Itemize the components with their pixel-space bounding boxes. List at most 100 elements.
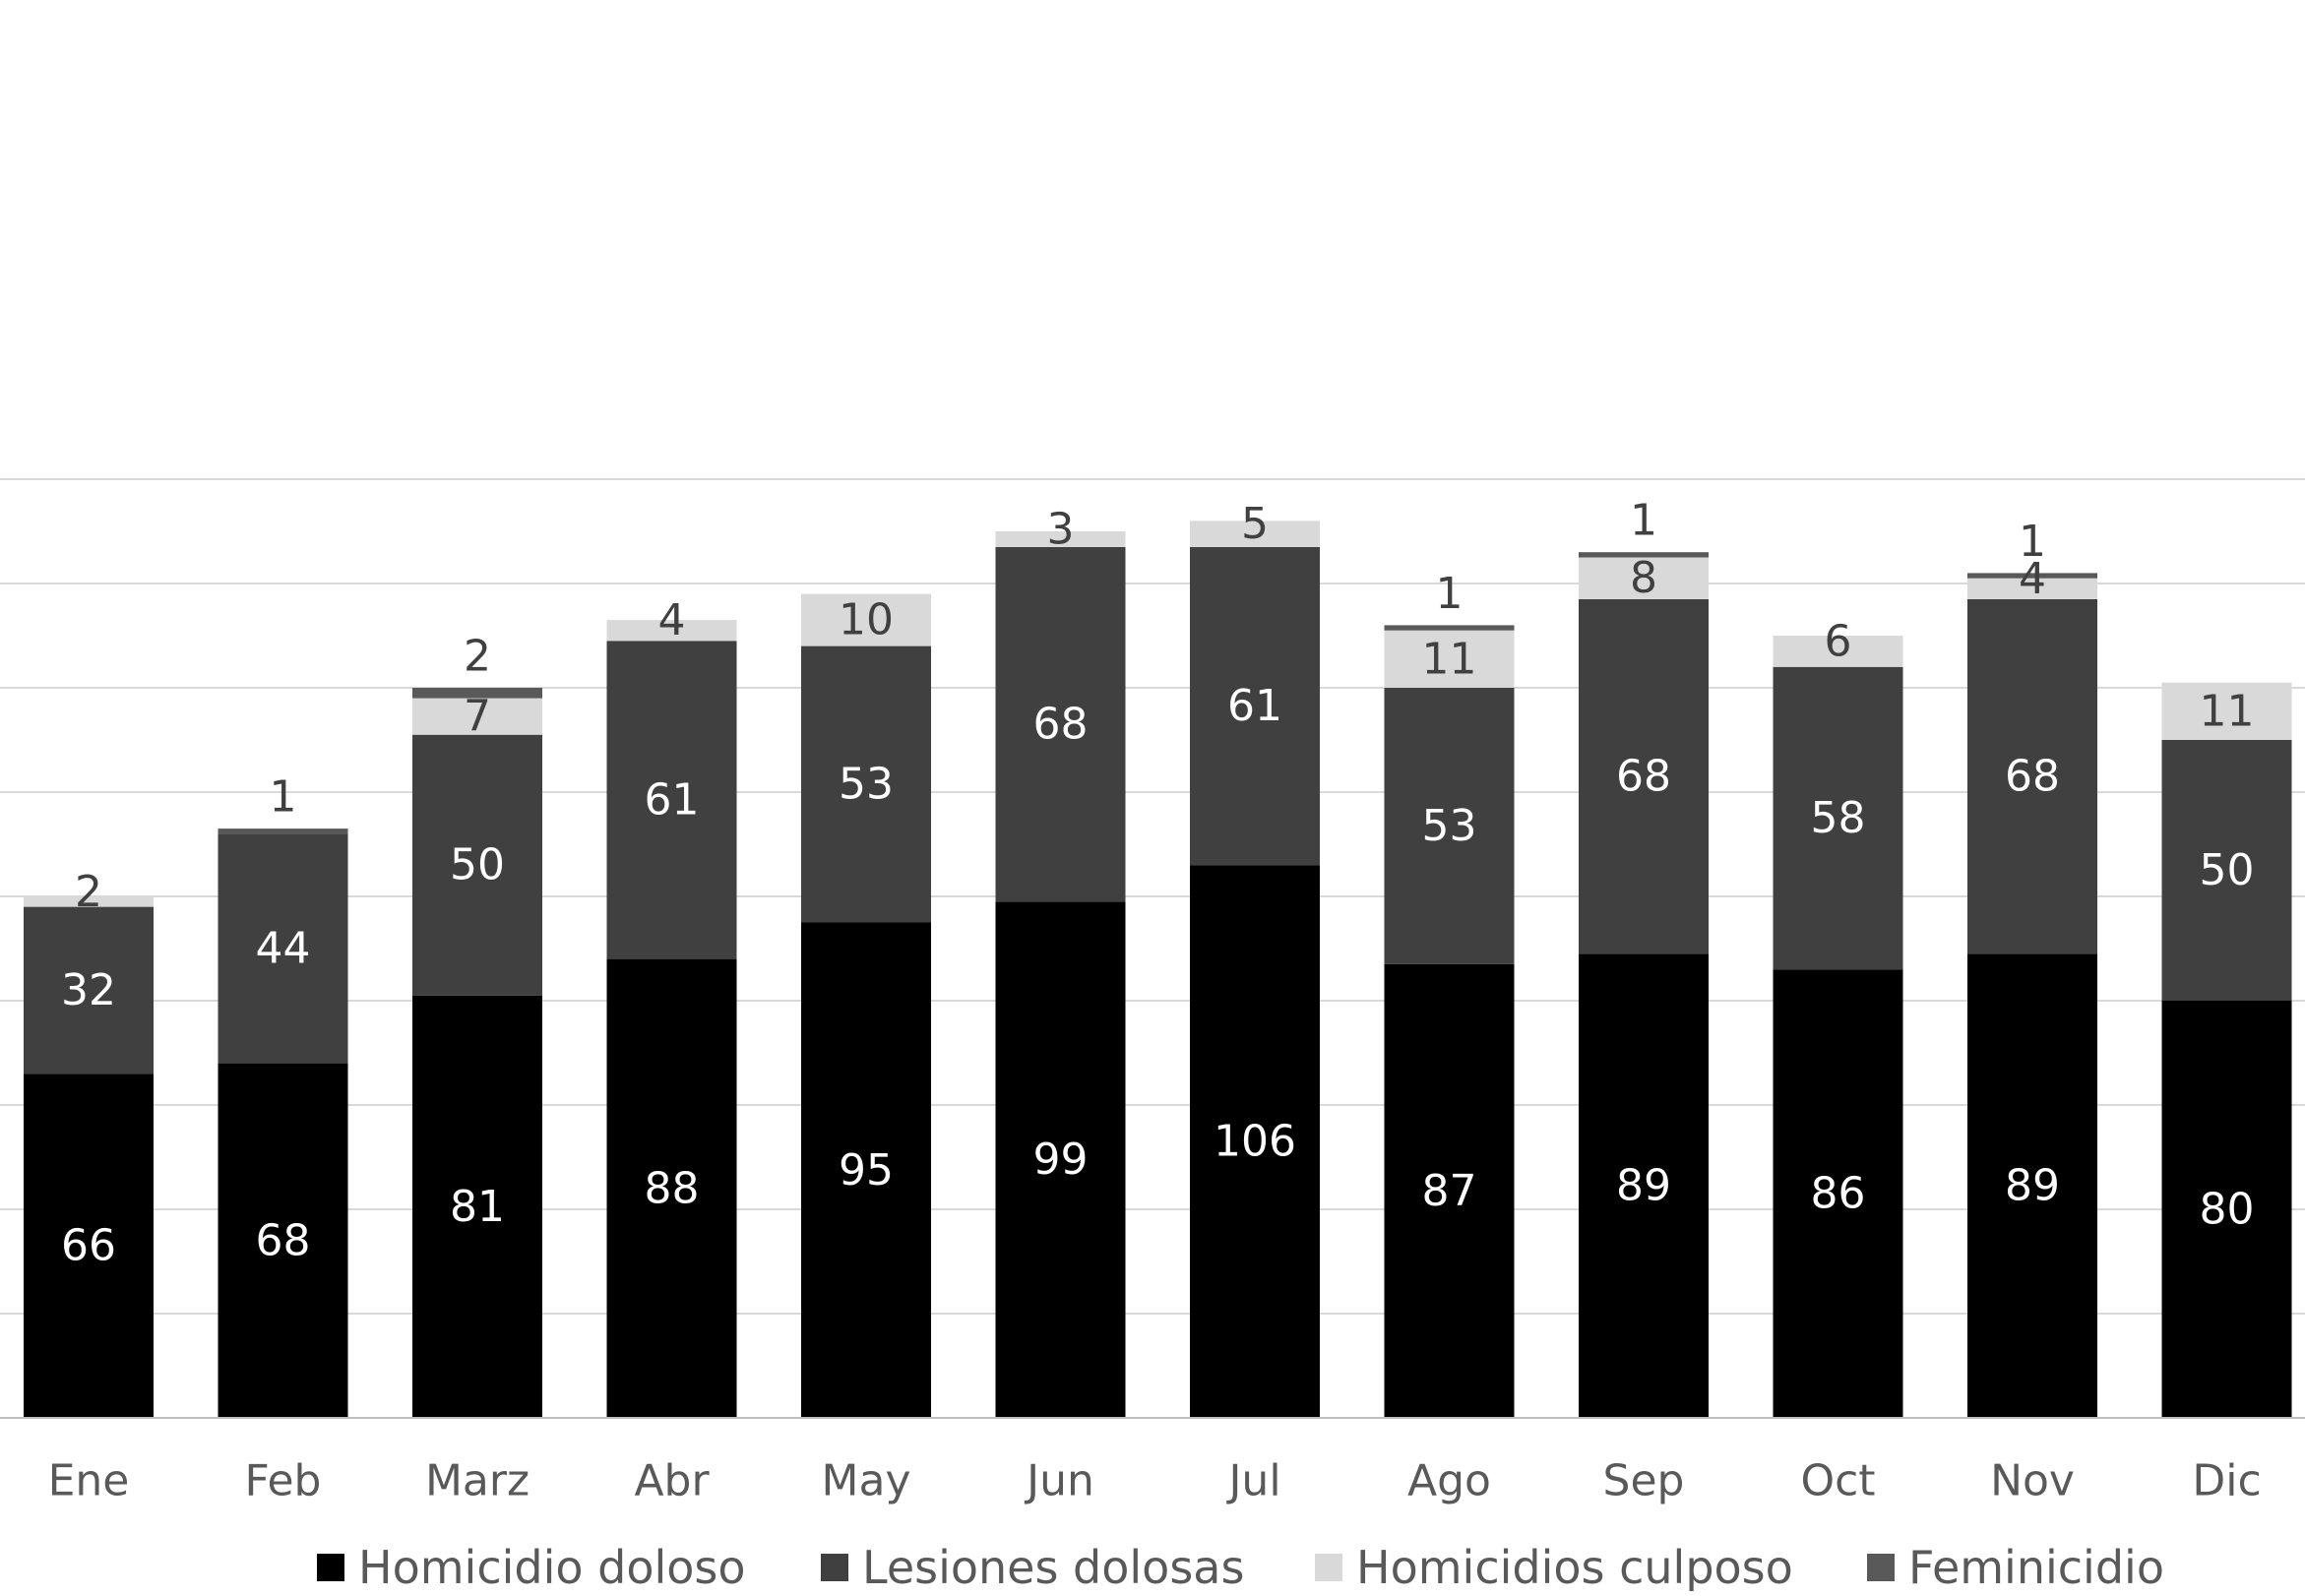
x-tick-label: Dic [2192,1456,2261,1506]
data-label: 11 [2200,686,2255,736]
data-label: 53 [1422,801,1477,851]
data-label: 68 [256,1215,311,1265]
bar-lesiones-dolosas-feb [218,833,348,1064]
data-label: 1 [1630,496,1657,546]
bar-homicidios-culposo-may [801,593,931,646]
bar-feminicidio-marz [412,688,542,699]
data-label: 8 [1630,553,1657,603]
bar-homicidio-doloso-feb [218,1063,348,1418]
bar-lesiones-dolosas-ago [1384,688,1515,964]
bar-feminicidio-feb [218,829,348,834]
bar-lesiones-dolosas-marz [412,734,542,996]
bar-homicidios-culposo-ene [24,896,154,907]
x-tick-label: Abr [634,1456,710,1506]
data-label: 32 [61,965,116,1015]
bar-lesiones-dolosas-nov [1967,598,2097,954]
bar-homicidio-doloso-abr [606,958,737,1418]
data-label: 58 [1811,793,1866,843]
bar-homicidio-doloso-jul [1190,865,1320,1418]
legend-swatch [1867,1554,1895,1581]
bar-homicidio-doloso-ago [1384,963,1515,1418]
bar-homicidios-culposo-sep [1579,557,1709,599]
legend-label: Lesiones dolosas [862,1541,1244,1591]
data-labels: 6632268441815072886149553109968310661587… [61,496,2255,1271]
bar-homicidios-culposo-oct [1773,636,1903,667]
data-label: 10 [839,595,894,645]
bar-homicidio-doloso-ene [24,1074,154,1418]
bar-lesiones-dolosas-sep [1579,598,1709,954]
bar-homicidios-culposo-marz [412,698,542,735]
bar-feminicidio-sep [1579,552,1709,558]
bar-homicidio-doloso-may [801,922,931,1418]
data-label: 80 [2200,1185,2255,1235]
data-label: 2 [75,867,102,917]
bar-lesiones-dolosas-jun [995,546,1126,902]
data-label: 1 [270,772,297,823]
data-label: 4 [2019,554,2046,604]
bar-homicidio-doloso-dic [2161,1001,2292,1418]
x-tick-label: Marz [425,1456,530,1506]
data-label: 4 [658,595,686,645]
bar-homicidios-culposo-jun [995,531,1126,547]
bars [24,521,2292,1418]
bar-lesiones-dolosas-ene [24,906,154,1074]
data-label: 3 [1047,504,1075,554]
x-tick-label: Feb [245,1456,322,1506]
data-label: 68 [1616,752,1671,802]
bar-lesiones-dolosas-dic [2161,740,2292,1001]
data-label: 61 [1227,681,1282,731]
data-label: 2 [464,632,491,682]
bar-homicidio-doloso-oct [1773,969,1903,1418]
bar-lesiones-dolosas-jul [1190,546,1320,866]
legend-label: Homicidio doloso [358,1541,746,1591]
data-label: 68 [1033,700,1089,750]
data-label: 87 [1422,1166,1477,1216]
bar-homicidio-doloso-sep [1579,953,1709,1418]
bar-homicidios-culposo-nov [1967,578,2097,599]
legend: Homicidio doloso Lesiones dolosas Homicidi… [317,1541,2164,1594]
bar-homicidios-culposo-ago [1384,630,1515,688]
data-label: 5 [1241,499,1269,549]
x-tick-label: Jun [1024,1456,1094,1506]
x-tick-label: Sep [1603,1456,1685,1506]
bar-lesiones-dolosas-abr [606,641,737,959]
data-label: 1 [1436,569,1464,619]
data-label: 106 [1214,1117,1296,1167]
x-tick-label: Ene [48,1456,130,1506]
legend-swatch [1315,1554,1342,1581]
bar-feminicidio-ago [1384,625,1515,631]
x-tick-label: Ago [1407,1456,1491,1506]
legend-swatch [317,1554,344,1581]
data-label: 61 [645,774,700,825]
bar-homicidios-culposo-jul [1190,521,1320,547]
x-tick-label: May [822,1456,911,1506]
x-tick-label: Jul [1225,1456,1280,1506]
legend-swatch [821,1554,848,1581]
bar-lesiones-dolosas-oct [1773,666,1903,970]
x-tick-label: Oct [1800,1456,1875,1506]
bar-homicidios-culposo-abr [606,620,737,642]
data-label: 53 [839,760,894,810]
bar-homicidios-culposo-dic [2161,682,2292,740]
data-label: 68 [2005,752,2060,802]
data-label: 1 [2019,517,2046,567]
data-label: 99 [1033,1135,1089,1185]
bar-lesiones-dolosas-may [801,645,931,923]
bar-homicidio-doloso-nov [1967,953,2097,1418]
gridlines [0,478,2305,1315]
data-label: 50 [2200,845,2255,895]
data-label: 11 [1422,634,1477,684]
data-label: 81 [450,1182,505,1232]
bar-feminicidio-nov [1967,573,2097,579]
x-tick-label: Nov [1990,1456,2075,1506]
data-label: 86 [1811,1169,1866,1219]
data-label: 95 [839,1145,894,1196]
legend-label: Homicidios culposo [1356,1541,1793,1591]
bar-homicidio-doloso-jun [995,901,1126,1418]
data-label: 89 [2005,1161,2060,1211]
legend-label: Feminicidio [1908,1541,2164,1591]
data-label: 66 [61,1221,116,1271]
data-label: 6 [1825,616,1852,666]
